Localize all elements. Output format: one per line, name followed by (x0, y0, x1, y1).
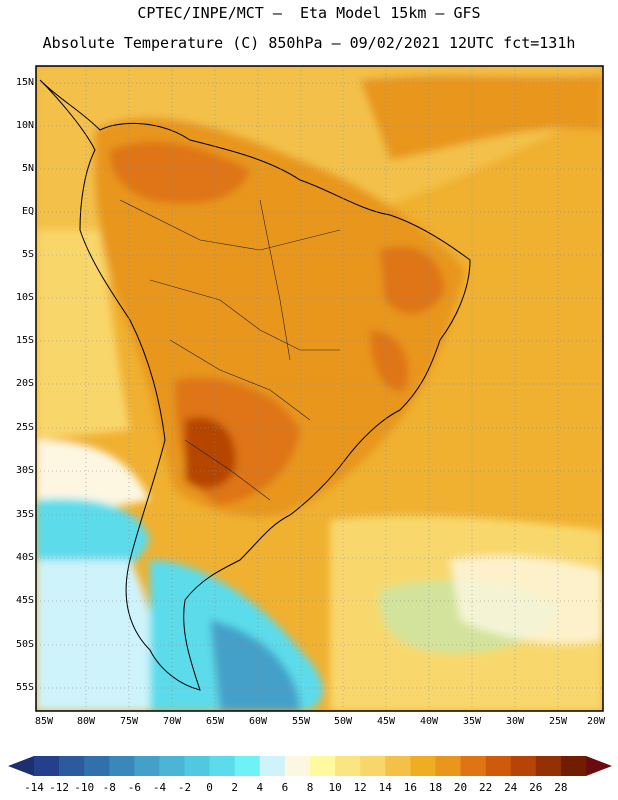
colorbar-box (510, 756, 537, 776)
lat-label-15n: 15N (15, 77, 34, 88)
colorbar-label: -12 (49, 781, 70, 794)
border-south-central (169, 339, 311, 421)
country-borders (119, 199, 341, 501)
colorbar-box (560, 756, 587, 776)
lon-label-25w: 25W (548, 716, 568, 727)
colorbar-label: 24 (504, 781, 518, 794)
colorbar-label: 28 (554, 781, 568, 794)
colorbar-label: -6 (127, 781, 142, 794)
colorbar-box (535, 756, 562, 776)
colorbar-label: 26 (529, 781, 543, 794)
southwest-cold-sea (36, 560, 170, 711)
colorbar-box (134, 756, 160, 776)
colorbar-box (435, 756, 461, 776)
colorbar-box (410, 756, 436, 776)
lat-label-35s: 35S (15, 509, 34, 520)
border-south (184, 439, 271, 501)
colorbar-under-arrow (8, 756, 34, 776)
border-north (119, 199, 341, 251)
map-title-line-2: Absolute Temperature (C) 850hPa — 09/02/… (42, 34, 576, 52)
colorbar-label: 0 (206, 781, 213, 794)
lon-label-20w: 20W (586, 716, 606, 727)
lon-label-60w: 60W (248, 716, 268, 727)
colorbar-box (385, 756, 411, 776)
lon-label-75w: 75W (119, 716, 139, 727)
lat-label-eq: EQ (21, 206, 34, 217)
south-atlantic-pale (450, 555, 603, 644)
colorbar-label: -4 (152, 781, 167, 794)
colorbar-label: 4 (256, 781, 264, 794)
colorbar-label: 10 (328, 781, 342, 794)
colorbar-box (485, 756, 512, 776)
colorbar-label: 18 (428, 781, 443, 794)
colorbar-box (84, 756, 110, 776)
colorbar-box (59, 756, 85, 776)
colorbar-box (184, 756, 210, 776)
temperature-field (36, 66, 603, 711)
border-central (149, 279, 340, 351)
colorbar-boxes (34, 756, 587, 776)
colorbar-label: 20 (453, 781, 468, 794)
colorbar-over-arrow (586, 756, 612, 776)
lon-label-70w: 70W (162, 716, 182, 727)
colorbar-label: 22 (478, 781, 493, 794)
lat-label-50s: 50S (15, 639, 34, 650)
colorbar-box (234, 756, 261, 776)
colorbar-box (259, 756, 286, 776)
colorbar-box (209, 756, 236, 776)
map-title-line-1: CPTEC/INPE/MCT — Eta Model 15km — GFS (137, 4, 481, 22)
lat-label-30s: 30S (15, 465, 34, 476)
lat-label-15s: 15S (15, 335, 34, 346)
ne-warm-band (360, 75, 603, 160)
lon-label-85w: 85W (34, 716, 54, 727)
colorbar-label: -14 (24, 781, 44, 794)
colorbar-label: -2 (177, 781, 192, 794)
colorbar-label: 16 (403, 781, 418, 794)
colorbar-label: 8 (306, 781, 314, 794)
lat-label-5s: 5S (21, 249, 34, 260)
lon-label-50w: 50W (333, 716, 353, 727)
lat-label-45s: 45S (15, 595, 34, 606)
colorbar-label: 2 (231, 781, 238, 794)
colorbar-box (310, 756, 336, 776)
colorbar (8, 756, 612, 776)
colorbar-label: 12 (353, 781, 367, 794)
lon-label-45w: 45W (376, 716, 396, 727)
map-frame (35, 65, 604, 712)
ne-brazil-hot-area (380, 246, 445, 314)
colorbar-label: 6 (281, 781, 289, 794)
lon-label-35w: 35W (462, 716, 482, 727)
colorbar-box (460, 756, 486, 776)
lon-label-55w: 55W (291, 716, 311, 727)
colorbar-label: 14 (378, 781, 392, 794)
south-america-outline (39, 79, 471, 691)
lat-label-5n: 5N (21, 163, 34, 174)
lon-label-40w: 40W (419, 716, 439, 727)
colorbar-box (109, 756, 135, 776)
coastline (39, 79, 471, 691)
pacific-pale-zone (36, 230, 130, 440)
colorbar-box (360, 756, 386, 776)
lat-label-40s: 40S (15, 552, 34, 563)
colorbar-label: -10 (74, 781, 95, 794)
border-brazil-west (259, 199, 291, 361)
lon-label-30w: 30W (505, 716, 525, 727)
colorbar-box (159, 756, 185, 776)
lat-label-10s: 10S (15, 292, 34, 303)
lat-label-10n: 10N (15, 120, 34, 131)
lat-label-20s: 20S (15, 378, 34, 389)
colorbar-box (335, 756, 361, 776)
se-brazil-hot-area (370, 330, 409, 391)
lat-label-25s: 25S (15, 422, 34, 433)
andes-north-hot-area (109, 141, 250, 204)
lon-label-65w: 65W (205, 716, 225, 727)
colorbar-box (284, 756, 311, 776)
colorbar-label: -8 (102, 781, 116, 794)
graticule (36, 66, 603, 711)
lat-label-55s: 55S (15, 682, 34, 693)
colorbar-box (34, 756, 60, 776)
lon-label-80w: 80W (76, 716, 96, 727)
argentina-hottest-core (185, 417, 236, 489)
